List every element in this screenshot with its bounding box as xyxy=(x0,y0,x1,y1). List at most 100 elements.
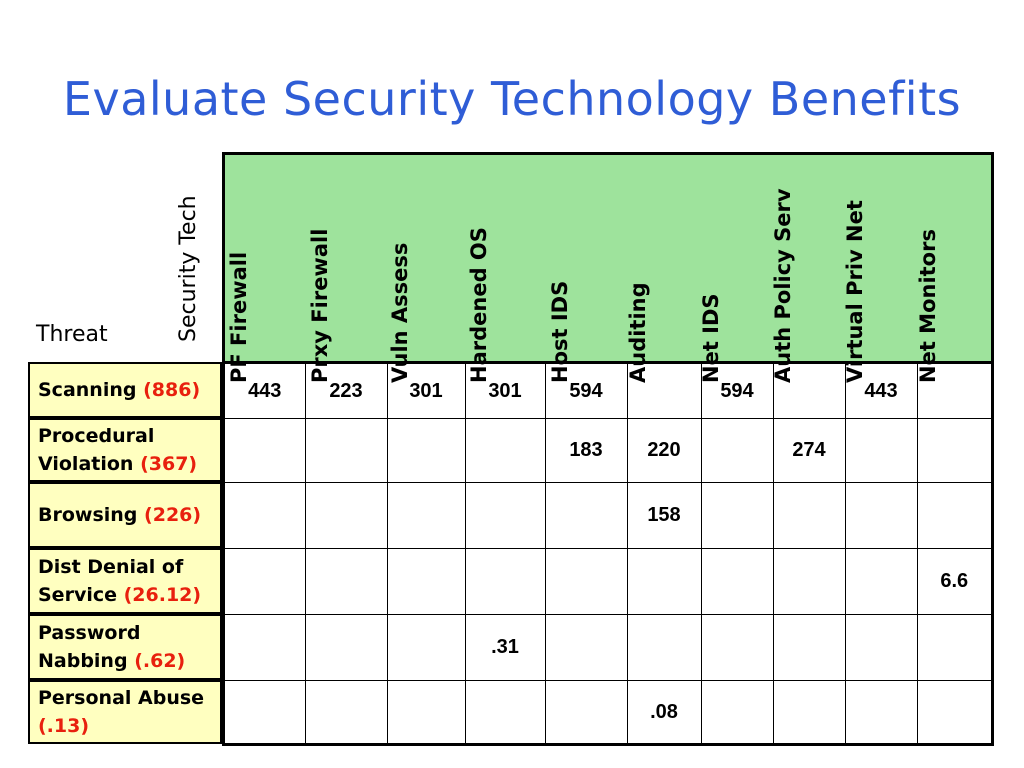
column-header: Net IDS xyxy=(699,152,773,383)
benefit-cell xyxy=(464,548,546,615)
column-header: Virtual Priv Net xyxy=(843,152,917,383)
threat-label: Procedural Violation (367) xyxy=(28,418,222,482)
benefit-cell xyxy=(304,680,388,746)
column-header-label: Hardened OS xyxy=(467,227,491,383)
benefit-cell xyxy=(916,614,994,681)
benefit-cell: 301 xyxy=(464,362,546,419)
threat-label: Dist Denial of Service (26.12) xyxy=(28,548,222,614)
benefit-cell xyxy=(222,418,306,483)
benefit-cell xyxy=(916,482,994,549)
column-header-label: Vuln Assess xyxy=(388,242,412,383)
column-header: Hardened OS xyxy=(465,152,545,383)
column-header: Auth Policy Serv xyxy=(771,152,845,383)
threat-name: Browsing xyxy=(38,504,138,526)
benefit-cell: 274 xyxy=(772,418,846,483)
benefit-cell xyxy=(626,614,702,681)
benefit-cell xyxy=(916,680,994,746)
table-row: .31 xyxy=(222,614,994,681)
benefit-cell xyxy=(700,614,774,681)
column-header: Vuln Assess xyxy=(387,152,465,383)
benefit-cell xyxy=(772,614,846,681)
benefit-cell xyxy=(772,680,846,746)
column-header-label: Auditing xyxy=(626,282,650,383)
benefit-cell: 183 xyxy=(544,418,628,483)
threat-label: Personal Abuse (.13) xyxy=(28,680,222,744)
threat-label: Browsing (226) xyxy=(28,482,222,548)
benefit-cell xyxy=(844,614,918,681)
table-row: 6.6 xyxy=(222,548,994,615)
column-header-label: Net IDS xyxy=(699,293,723,383)
benefit-cell xyxy=(772,482,846,549)
benefit-cell xyxy=(464,482,546,549)
benefit-cell xyxy=(700,482,774,549)
benefit-cell xyxy=(844,548,918,615)
benefit-cell xyxy=(304,482,388,549)
benefit-cell xyxy=(222,680,306,746)
threat-label: Password Nabbing (.62) xyxy=(28,614,222,680)
benefit-cell xyxy=(386,418,466,483)
benefit-cell xyxy=(700,680,774,746)
benefit-cell xyxy=(626,548,702,615)
benefit-cell xyxy=(222,614,306,681)
threat-severity: (367) xyxy=(140,453,198,475)
benefit-cell xyxy=(386,548,466,615)
column-header-label: Auth Policy Serv xyxy=(771,188,795,383)
benefit-cell xyxy=(304,614,388,681)
threat-severity: (26.12) xyxy=(123,584,202,606)
threat-name: Password Nabbing xyxy=(38,622,141,672)
threat-label: Scanning (886) xyxy=(28,362,222,418)
threat-axis-label: Threat xyxy=(36,322,108,347)
column-header-label: Host IDS xyxy=(548,280,572,383)
benefit-cell xyxy=(386,680,466,746)
threat-name: Personal Abuse xyxy=(38,687,205,709)
benefit-cell: 220 xyxy=(626,418,702,483)
table-row: 158 xyxy=(222,482,994,549)
benefit-cell: 443 xyxy=(844,362,918,419)
table-row: 183 220 274 xyxy=(222,418,994,483)
benefit-cell: 158 xyxy=(626,482,702,549)
benefit-cell xyxy=(386,482,466,549)
column-header: PF Firewall xyxy=(222,152,305,383)
column-header: Auditing xyxy=(626,152,701,383)
threat-name: Procedural Violation xyxy=(38,425,155,475)
threat-name: Scanning xyxy=(38,379,137,401)
threat-severity: (.13) xyxy=(38,715,90,737)
benefit-cell xyxy=(544,548,628,615)
column-header: Net Monitors xyxy=(916,152,994,383)
benefit-cell xyxy=(222,482,306,549)
benefit-cell: 594 xyxy=(700,362,774,419)
column-header-label: Net Monitors xyxy=(916,229,940,383)
threat-severity: (886) xyxy=(143,379,201,401)
benefit-cell xyxy=(544,482,628,549)
benefit-cell xyxy=(700,418,774,483)
benefit-cell: .31 xyxy=(464,614,546,681)
threat-severity: (.62) xyxy=(134,650,186,672)
benefit-cell xyxy=(700,548,774,615)
benefit-cell xyxy=(386,614,466,681)
benefit-cell xyxy=(772,548,846,615)
benefit-matrix-table: PF Firewall Prxy Firewall Vuln Assess Harde… xyxy=(222,152,994,746)
column-header-label: Virtual Priv Net xyxy=(843,200,867,383)
column-header-label: Prxy Firewall xyxy=(308,228,332,383)
benefit-cell: .08 xyxy=(626,680,702,746)
benefit-cell xyxy=(916,418,994,483)
benefit-cell xyxy=(844,418,918,483)
table-row: .08 xyxy=(222,680,994,746)
benefit-cell xyxy=(844,680,918,746)
benefit-cell xyxy=(464,418,546,483)
threat-name: Dist Denial of Service xyxy=(38,556,184,606)
benefit-cell xyxy=(222,548,306,615)
column-header-label: PF Firewall xyxy=(227,251,251,383)
benefit-cell xyxy=(464,680,546,746)
benefit-cell: 443 xyxy=(222,362,306,419)
column-header: Host IDS xyxy=(545,152,627,383)
threat-severity: (226) xyxy=(144,504,202,526)
benefit-cell xyxy=(844,482,918,549)
benefit-cell xyxy=(544,680,628,746)
benefit-cell xyxy=(916,362,994,419)
benefit-cell: 223 xyxy=(304,362,388,419)
slide-title: Evaluate Security Technology Benefits xyxy=(62,72,962,126)
benefit-cell xyxy=(304,418,388,483)
security-tech-axis-label: Security Tech xyxy=(176,195,201,342)
benefit-cell xyxy=(544,614,628,681)
